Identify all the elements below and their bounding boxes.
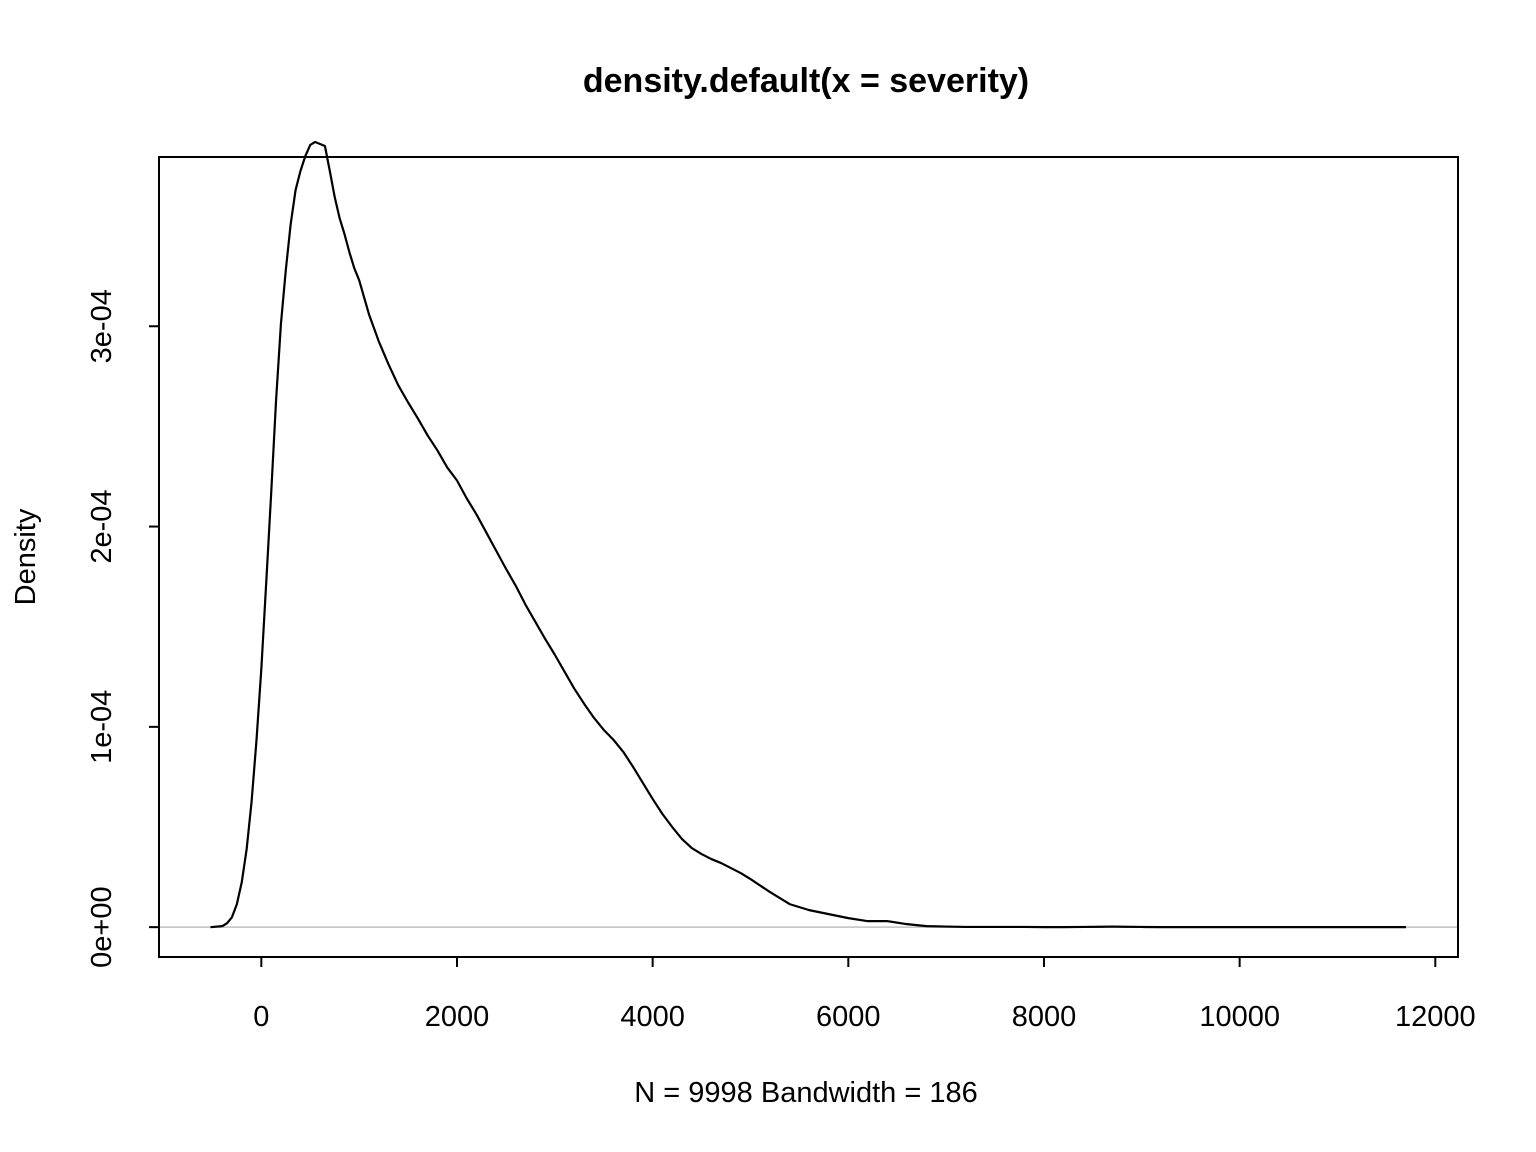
density-curve: [210, 140, 1406, 929]
chart-title: density.default(x = severity): [583, 62, 1029, 100]
x-tick-label: 2000: [425, 1001, 490, 1033]
x-tick-label: 12000: [1395, 1001, 1476, 1033]
x-tick-label: 6000: [816, 1001, 881, 1033]
x-axis-label: N = 9998 Bandwidth = 186: [634, 1077, 977, 1109]
plot-frame: [158, 156, 1459, 958]
y-tick-label: 1e-04: [86, 690, 118, 764]
y-tick-label: 0e+00: [86, 886, 118, 967]
x-axis: 0 2000 4000 6000 8000 10000 12000: [253, 956, 1476, 1033]
x-tick-label: 10000: [1199, 1001, 1280, 1033]
y-axis: 0e+00 1e-04 2e-04 3e-04: [86, 289, 160, 968]
y-tick-label: 3e-04: [86, 289, 118, 363]
x-tick-label: 8000: [1012, 1001, 1077, 1033]
y-tick-label: 2e-04: [86, 489, 118, 563]
x-tick-label: 0: [253, 1001, 269, 1033]
x-tick-label: 4000: [620, 1001, 685, 1033]
y-axis-label: Density: [10, 508, 42, 605]
